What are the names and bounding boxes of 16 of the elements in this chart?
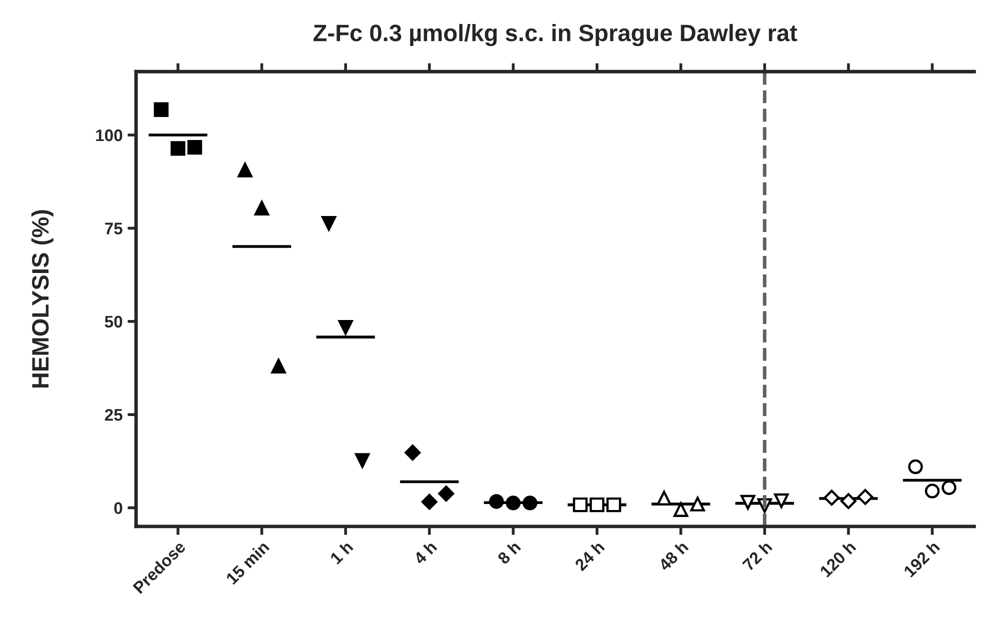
x-tick-label: 24 h <box>574 540 605 572</box>
y-tick-label: 0 <box>114 502 122 514</box>
x-tick-label: 1 h <box>329 540 354 564</box>
x-tick-label: 192 h <box>902 540 940 578</box>
y-axis-title: HEMOLYSIS (%) <box>31 210 54 388</box>
x-tick-label: 48 h <box>657 540 689 572</box>
x-tick-label: 72 h <box>742 540 772 572</box>
y-tick-label: 100 <box>96 129 122 142</box>
x-tick-label: 8 h <box>496 540 522 565</box>
x-tick-label: 120 h <box>819 540 856 578</box>
x-tick-label: 4 h <box>412 540 438 566</box>
chart-title: Z-Fc 0.3 µmol/kg s.c. in Sprague Dawley rat <box>314 24 798 46</box>
y-tick-label: 75 <box>105 222 122 234</box>
y-tick-label: 50 <box>104 316 122 328</box>
y-tick-label: 25 <box>104 409 122 421</box>
x-tick-label: 15 min <box>225 540 270 585</box>
